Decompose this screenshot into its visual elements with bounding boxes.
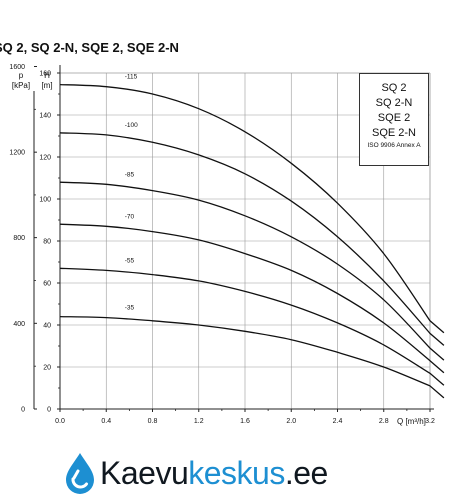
curve-label: -35 [125,305,135,312]
pump-curve [59,83,445,334]
legend-model: SQ 2-N [375,97,413,109]
x-tick-label: 2.0 [286,418,296,425]
x-tick-label: 0.8 [148,418,158,425]
p-tick-label: 1200 [9,150,25,157]
x-tick-label: 2.4 [333,418,343,425]
curve-label: -85 [125,171,135,178]
x-tick-label: 0.4 [101,418,111,425]
pump-curve [59,132,445,346]
labels-layer: 0 20 40 60 80 100 120 140 160 0.0 0.4 0.8 1.2 1.6 2.0 2… [9,64,435,426]
curve-label: -55 [125,257,135,264]
page-title: SQ 2, SQ 2-N, SQE 2, SQE 2-N [0,40,179,55]
pump-curve [59,267,445,386]
p-tick-label: 800 [13,235,25,242]
y-tick-label: 40 [43,323,51,330]
curve-label: -115 [125,74,138,81]
water-drop-icon [66,453,94,494]
pump-curve [59,181,445,361]
h-axis-title: H [44,71,50,80]
y-tick-label: 140 [39,113,51,120]
y-tick-label: 100 [39,197,51,204]
brand-part-ee: .ee [284,455,328,491]
brand-wordmark: Kaevukeskus.ee [100,453,328,493]
h-axis-unit: [m] [41,81,52,90]
y-tick-label: 60 [43,281,51,288]
legend-box: SQ 2 SQ 2-N SQE 2 SQE 2-N ISO 9906 Annex… [359,73,429,166]
x-tick-label: 1.2 [194,418,204,425]
p-axis-title: p [19,71,24,80]
p-tick-label: 0 [21,407,25,414]
axes-layer [33,65,434,412]
legend-standard: ISO 9906 Annex A [367,142,421,149]
x-tick-label: 2.8 [379,418,389,425]
brand-logo: Kaevukeskus.ee [64,450,328,496]
p-tick-label: 1600 [9,64,25,71]
y-tick-label: 20 [43,365,51,372]
x-tick-label: 3.2 [425,418,435,425]
pump-curve [59,223,445,374]
y-tick-label: 0 [47,407,51,414]
curves-layer [59,83,445,399]
p-axis-unit: [kPa] [12,81,30,90]
x-axis-title: Q [m³/h] [397,417,426,426]
brand-part-kaevu: Kaevu [100,455,189,491]
x-tick-label: 0.0 [55,418,65,425]
p-tick-label: 400 [13,321,25,328]
legend-model: SQ 2 [381,82,407,94]
brand-part-keskus: keskus [188,455,285,491]
y-tick-label: 160 [39,71,51,78]
y-tick-label: 120 [39,155,51,162]
curve-label: -100 [125,122,138,129]
legend-model: SQE 2 [377,112,411,124]
pump-curve [59,315,445,399]
pump-curve-chart: 0 20 40 60 80 100 120 140 160 0.0 0.4 0.8 1.2 1.6 2.0 2… [9,64,445,426]
x-tick-label: 1.6 [240,418,250,425]
curve-label: -70 [125,213,135,220]
y-tick-label: 80 [43,239,51,246]
legend-model: SQE 2-N [371,127,416,139]
